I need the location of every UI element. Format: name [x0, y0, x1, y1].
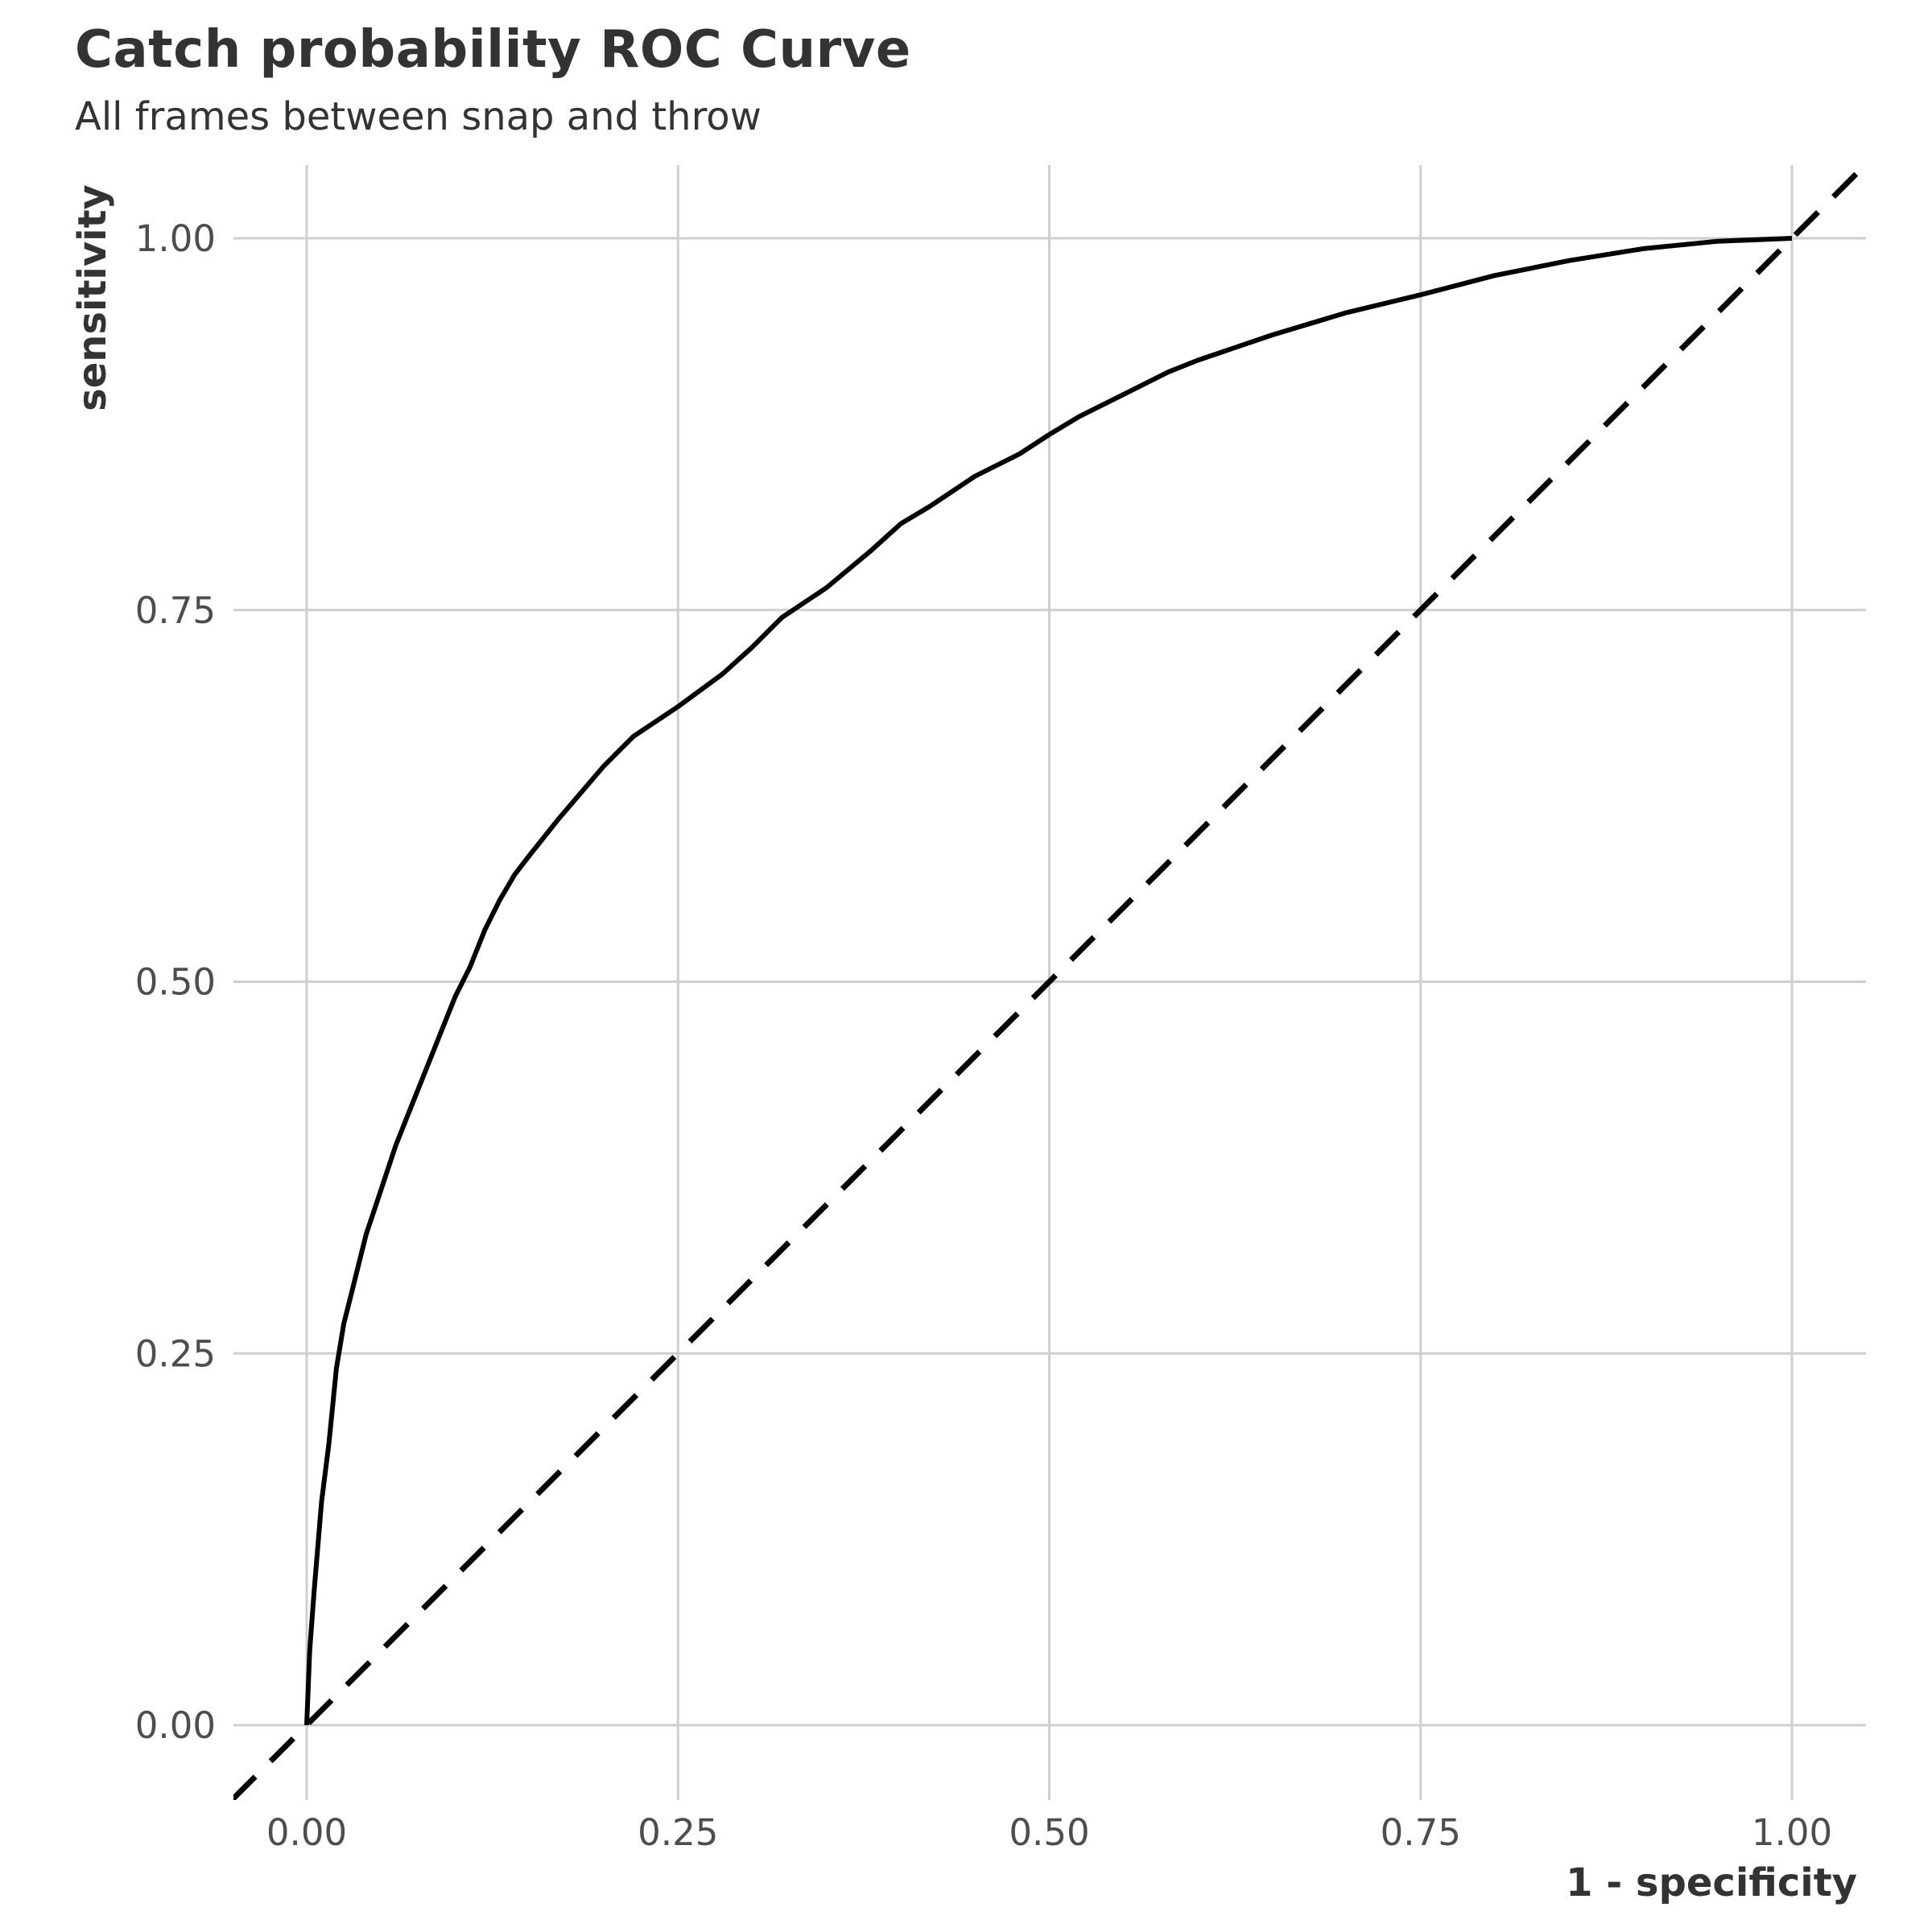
x-tick-label: 1.00 — [1752, 1811, 1832, 1854]
y-tick-label: 0.25 — [135, 1332, 216, 1375]
roc-curve-line — [304, 236, 1793, 1726]
x-tick-label: 0.25 — [638, 1811, 718, 1854]
x-tick-label: 0.75 — [1381, 1811, 1461, 1854]
x-axis-title: 1 - specificity — [1566, 1860, 1857, 1905]
y-tick-label: 0.50 — [135, 961, 216, 1004]
chart-subtitle: All frames between snap and throw — [75, 94, 762, 139]
data-series — [233, 165, 1866, 1800]
x-tick-label: 0.00 — [266, 1811, 347, 1854]
axis-labels: 0.00 0.25 0.50 0.75 1.00 0.00 0.25 0.50 0.75 1.00 — [135, 217, 1832, 1854]
y-axis-title: sensitivity — [70, 184, 115, 411]
reference-diagonal-line — [233, 165, 1866, 1800]
y-tick-label: 1.00 — [135, 217, 216, 260]
chart-title: Catch probability ROC Curve — [75, 20, 911, 80]
x-tick-label: 0.50 — [1009, 1811, 1089, 1854]
y-tick-label: 0.75 — [135, 589, 216, 632]
y-tick-label: 0.00 — [135, 1704, 216, 1747]
